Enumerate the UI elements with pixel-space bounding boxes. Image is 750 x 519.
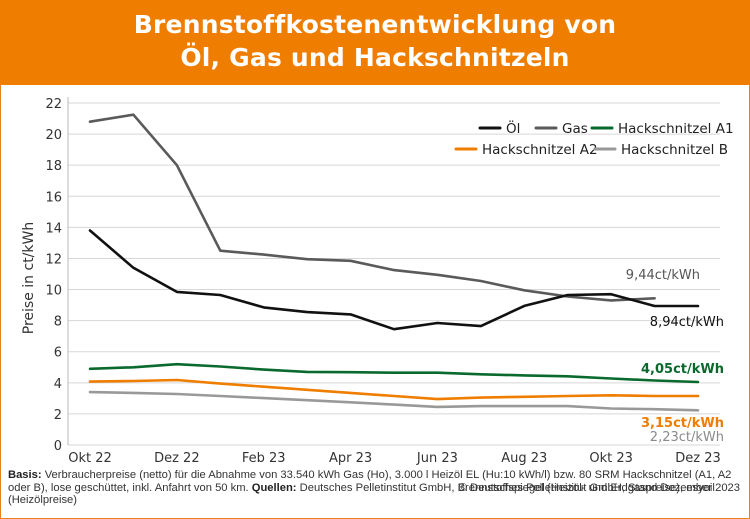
grid-lines	[67, 97, 720, 446]
series-lines	[88, 113, 700, 412]
x-tick-label: Jun 23	[416, 451, 458, 465]
y-tick-label: 16	[45, 190, 62, 205]
end-value-label: 2,23ct/kWh	[650, 430, 724, 445]
legend-label: Gas	[562, 121, 588, 137]
legend-label: Hackschnitzel A1	[618, 121, 734, 137]
y-tick-label: 8	[54, 315, 62, 330]
series-line-gas	[88, 113, 656, 302]
y-tick-label: 4	[54, 377, 62, 392]
y-tick-label: 2	[54, 408, 62, 423]
x-axis-ticks: Okt 22 Dez 22 Feb 23 Apr 23 Jun 23 Aug 23 Okt …	[68, 451, 721, 465]
end-value-label: 9,44ct/kWh	[626, 268, 700, 283]
x-tick-label: Feb 23	[242, 451, 286, 465]
copyright-text: © Deutsches Pelletinstitut GmbH, Stand D…	[458, 481, 740, 494]
y-tick-label: 14	[45, 221, 62, 236]
legend-label: Hackschnitzel A2	[482, 142, 598, 158]
x-tick-label: Okt 23	[589, 451, 633, 465]
basis-label: Basis:	[8, 469, 42, 481]
sources-text: Deutsches Pelletinstitut GmbH, Brennstof…	[8, 481, 715, 507]
y-tick-label: 12	[45, 252, 62, 267]
y-tick-label: 6	[54, 346, 62, 361]
chart-title-line2: Öl, Gas und Hackschnitzeln	[180, 43, 570, 72]
end-value-label: 8,94ct/kWh	[650, 315, 724, 330]
x-tick-label: Aug 23	[501, 451, 547, 465]
legend: Öl Gas Hackschnitzel A1 Hackschnitzel A2 Hac…	[454, 119, 734, 158]
y-tick-label: 10	[45, 284, 62, 299]
end-value-label: 4,05ct/kWh	[641, 362, 724, 377]
sources-label: Quellen:	[251, 481, 297, 494]
chart-title-line1: Brennstoffkostenentwicklung von	[133, 10, 617, 39]
y-tick-label: 0	[54, 439, 62, 454]
title-banner: Brennstoffkostenentwicklung von Öl, Gas …	[0, 0, 750, 85]
x-tick-label: Apr 23	[329, 451, 372, 465]
series-line-hackschnitzel_a1	[88, 362, 700, 384]
line-chart: 0 2 4 6 8 10 12 14 16 18 20 22 Okt 22 Dez 22 Feb 23 Ap…	[21, 97, 734, 465]
end-value-labels: 9,44ct/kWh 8,94ct/kWh 4,05ct/kWh 3,15ct/kWh…	[626, 268, 724, 445]
legend-label: Öl	[506, 119, 520, 137]
y-tick-label: 20	[45, 128, 62, 143]
y-tick-label: 22	[45, 97, 62, 112]
series-line-hackschnitzel_b	[88, 390, 700, 412]
y-axis-ticks: 0 2 4 6 8 10 12 14 16 18 20 22	[45, 97, 62, 454]
x-tick-label: Dez 22	[154, 451, 200, 465]
y-axis-label: Preise in ct/kWh	[21, 222, 37, 334]
x-tick-label: Okt 22	[68, 451, 112, 465]
y-tick-label: 18	[45, 159, 62, 174]
series-line-hackschnitzel_a2	[88, 378, 700, 401]
basis-text: Verbraucherpreise (netto) für die Abnahm…	[8, 469, 732, 494]
x-tick-label: Dez 23	[675, 451, 721, 465]
footer-notes: Basis: Verbraucherpreise (netto) für die…	[8, 469, 744, 507]
series-line-oel	[88, 229, 700, 331]
end-value-label: 3,15ct/kWh	[641, 416, 724, 431]
legend-label: Hackschnitzel B	[621, 142, 728, 158]
